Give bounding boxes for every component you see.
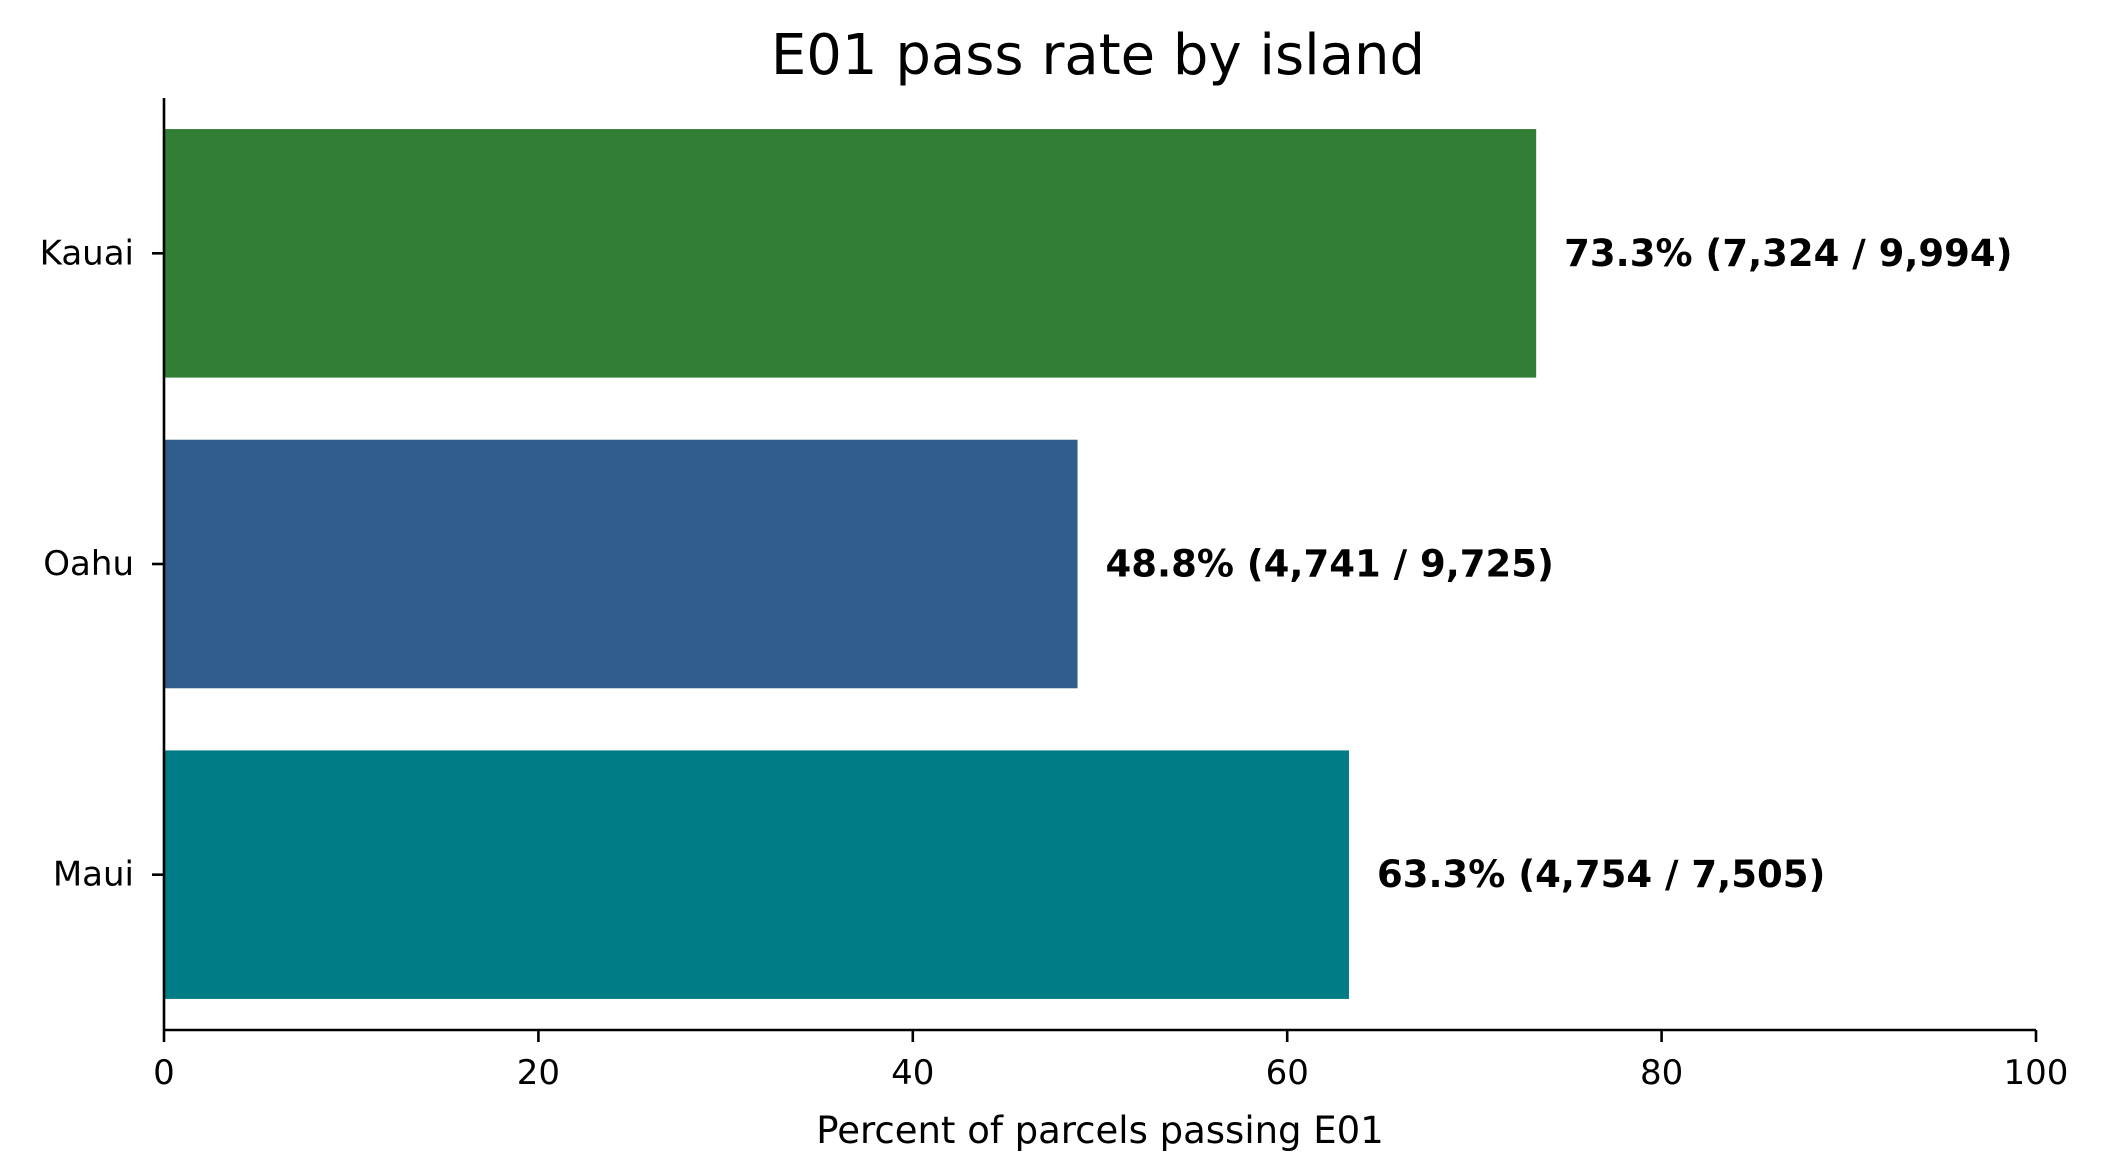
x-tick-label-60: 60 [1266,1053,1309,1093]
bar-oahu [164,439,1078,689]
x-tick-label-100: 100 [2004,1053,2069,1093]
data-label-kauai: 73.3% (7,324 / 9,994) [1564,232,2012,275]
data-label-oahu: 48.8% (4,741 / 9,725) [1106,543,1554,586]
x-axis-label: Percent of parcels passing E01 [816,1109,1384,1152]
bars-group [164,129,1537,999]
chart-title: E01 pass rate by island [771,23,1425,88]
x-axis-ticks: 0 20 40 60 80 100 [153,1030,2068,1093]
y-tick-label-oahu: Oahu [43,544,134,584]
x-tick-label-20: 20 [517,1053,560,1093]
x-tick-label-80: 80 [1640,1053,1683,1093]
x-tick-label-0: 0 [153,1053,175,1093]
y-axis-ticks: Kauai Oahu Maui [40,233,164,895]
bar-maui [164,750,1349,999]
data-label-maui: 63.3% (4,754 / 7,505) [1377,853,1825,896]
bar-kauai [164,129,1537,378]
x-tick-label-40: 40 [891,1053,934,1093]
y-tick-label-kauai: Kauai [40,233,134,273]
data-labels-group: 73.3% (7,324 / 9,994) 48.8% (4,741 / 9,72… [1106,232,2013,896]
y-tick-label-maui: Maui [53,855,134,895]
